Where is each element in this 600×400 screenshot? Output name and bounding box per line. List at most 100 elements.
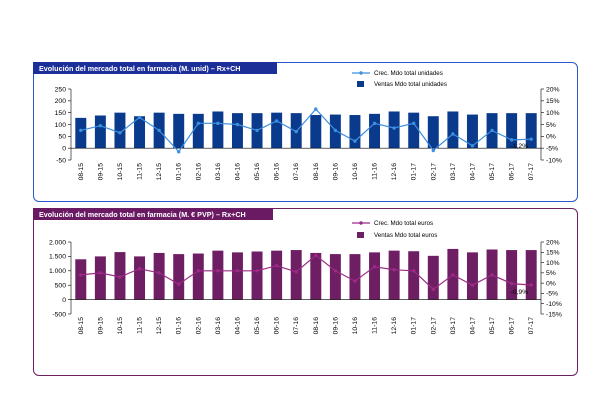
- growth-point: [216, 269, 220, 273]
- bar: [369, 113, 381, 149]
- right-tick-label: -5%: [546, 291, 558, 298]
- last-growth-label: -1,2%: [510, 143, 528, 150]
- category-label: 12-15: [156, 163, 163, 181]
- category-label: 08-15: [78, 317, 85, 335]
- category-label: 11-15: [137, 163, 144, 180]
- category-label: 09-16: [332, 317, 339, 335]
- growth-point: [79, 273, 83, 277]
- category-label: 06-16: [274, 317, 281, 335]
- category-label: 03-17: [450, 163, 457, 181]
- category-label: 07-17: [528, 163, 535, 181]
- growth-point: [529, 137, 533, 141]
- bar: [212, 111, 224, 149]
- bar: [310, 252, 322, 300]
- growth-point: [431, 287, 435, 292]
- category-label: 01-16: [176, 163, 183, 181]
- growth-point: [372, 264, 377, 269]
- left-tick-label: -500: [52, 311, 66, 318]
- growth-point: [353, 139, 357, 143]
- left-tick-label: 0: [62, 297, 66, 304]
- bar: [134, 116, 146, 149]
- category-label: 05-17: [489, 163, 496, 181]
- category-label: 10-15: [117, 163, 124, 181]
- category-label: 06-17: [509, 317, 516, 335]
- left-tick-label: 2.000: [49, 239, 66, 246]
- category-label: 01-17: [411, 163, 418, 181]
- bar: [114, 112, 126, 149]
- legend-bar-label: Ventas Mdo total euros: [374, 232, 437, 239]
- left-tick-label: 1.500: [49, 254, 66, 261]
- euros-chart: -500 0 500 1.000 1.500 2.000 -15% -10% -5% 0% 5% 10…: [49, 220, 562, 335]
- growth-point: [177, 150, 181, 154]
- category-label: 09-16: [332, 163, 339, 181]
- growth-point: [196, 269, 200, 273]
- growth-point: [118, 275, 122, 279]
- category-label: 04-16: [234, 317, 241, 335]
- category-label: 06-16: [274, 163, 281, 181]
- category-label: 12-16: [391, 163, 398, 181]
- bar: [427, 255, 439, 300]
- category-label: 08-16: [313, 163, 320, 181]
- bar: [466, 252, 478, 300]
- growth-point: [470, 283, 475, 287]
- bar: [349, 115, 361, 149]
- left-tick-label: 100: [55, 122, 67, 129]
- right-tick-label: 15%: [546, 250, 560, 257]
- growth-point: [157, 271, 161, 275]
- category-label: 09-15: [97, 163, 104, 181]
- growth-point: [333, 128, 338, 133]
- growth-point: [509, 281, 514, 286]
- bar: [271, 250, 283, 300]
- category-label: 09-15: [97, 317, 104, 335]
- bar: [427, 116, 439, 149]
- growth-point: [490, 128, 494, 133]
- bar: [134, 256, 146, 300]
- bar: [231, 252, 243, 300]
- category-label: 02-17: [430, 163, 437, 181]
- growth-line: [80, 254, 532, 291]
- growth-line: [80, 108, 532, 153]
- growth-point: [216, 121, 220, 126]
- right-tick-label: -5%: [546, 145, 558, 152]
- category-label: 10-15: [117, 317, 124, 335]
- category-label: 03-16: [215, 163, 222, 181]
- growth-point: [529, 283, 533, 287]
- legend-line-marker: [359, 221, 363, 225]
- right-tick-label: -10%: [546, 301, 562, 308]
- growth-point: [235, 122, 240, 127]
- growth-point: [98, 123, 103, 128]
- growth-point: [118, 131, 122, 135]
- bar: [271, 112, 283, 149]
- growth-point: [431, 148, 435, 153]
- legend-line-label: Crec. Mdo total euros: [374, 220, 433, 227]
- right-tick-label: 0%: [546, 280, 556, 287]
- category-label: 04-17: [469, 163, 476, 181]
- bar: [251, 251, 263, 300]
- growth-point: [392, 268, 396, 272]
- bar: [94, 256, 106, 300]
- growth-point: [294, 129, 298, 134]
- bar: [329, 254, 341, 300]
- euros-chart-title: Evolución del mercado total en farmacia …: [33, 208, 273, 220]
- bar: [447, 111, 459, 149]
- growth-point: [137, 115, 142, 120]
- category-label: 05-16: [254, 317, 261, 335]
- category-label: 11-16: [372, 163, 379, 180]
- right-tick-label: 10%: [546, 260, 560, 267]
- category-label: 03-17: [450, 317, 457, 335]
- legend-line-label: Crec. Mdo total unidades: [374, 70, 443, 77]
- left-tick-label: 200: [55, 98, 67, 105]
- bar: [173, 254, 185, 300]
- growth-point: [509, 138, 514, 142]
- category-label: 04-17: [469, 317, 476, 335]
- category-label: 11-16: [372, 317, 379, 334]
- category-label: 03-16: [215, 317, 222, 335]
- growth-point: [412, 269, 416, 273]
- bar: [369, 252, 381, 300]
- left-tick-label: 50: [58, 134, 66, 141]
- bar: [506, 250, 518, 300]
- bar: [310, 115, 322, 149]
- category-label: 04-16: [234, 163, 241, 181]
- bar: [290, 250, 302, 300]
- growth-point: [196, 121, 200, 126]
